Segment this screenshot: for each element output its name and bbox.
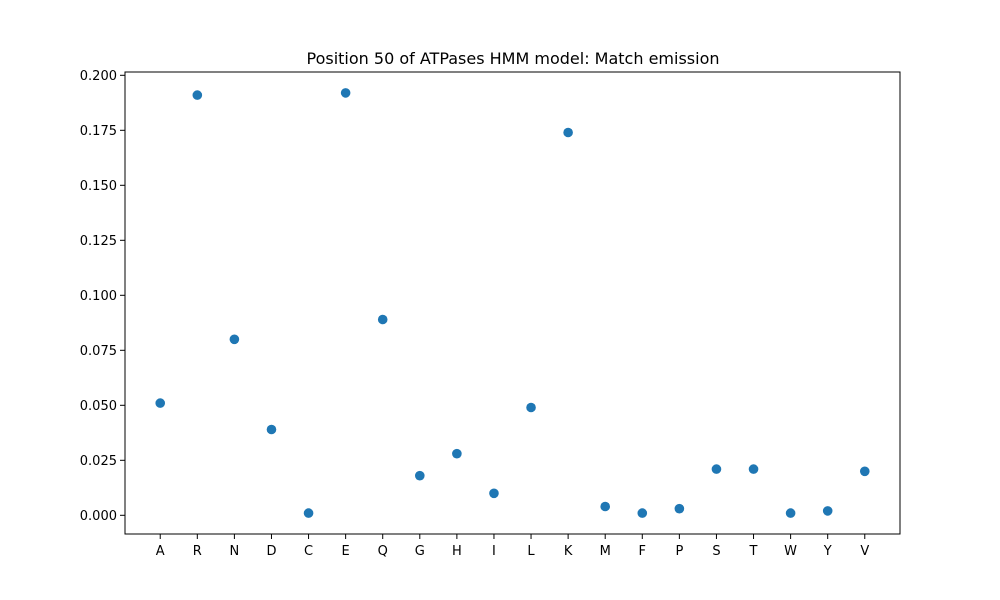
data-point-E (341, 88, 351, 98)
x-tick-label: G (415, 544, 425, 559)
data-point-P (675, 504, 685, 514)
y-axis: 0.000 0.025 0.050 0.075 0.100 0.125 0.150 0.175… (80, 69, 125, 524)
y-tick-label: 0.075 (80, 344, 117, 359)
x-tick-label: K (564, 544, 573, 559)
y-tick-label: 0.200 (80, 69, 117, 84)
data-point-A (155, 398, 165, 408)
data-point-W (786, 508, 796, 518)
x-tick-label: E (342, 544, 350, 559)
data-points (155, 88, 869, 518)
y-tick-label: 0.150 (80, 179, 117, 194)
x-tick-label: N (230, 544, 240, 559)
x-tick-label: M (600, 544, 611, 559)
x-tick-label: F (639, 544, 646, 559)
data-point-T (749, 464, 759, 474)
x-tick-label: W (784, 544, 797, 559)
data-point-M (600, 502, 610, 512)
chart-title: Position 50 of ATPases HMM model: Match … (307, 49, 720, 68)
data-point-V (860, 467, 870, 477)
x-tick-label: I (492, 544, 496, 559)
x-tick-label: R (193, 544, 202, 559)
y-tick-label: 0.125 (80, 234, 117, 249)
data-point-Q (378, 315, 388, 325)
plot-area (125, 72, 900, 534)
y-tick-label: 0.025 (80, 454, 117, 469)
x-tick-label: Q (378, 544, 388, 559)
x-tick-label: S (712, 544, 720, 559)
data-point-S (712, 464, 722, 474)
data-point-N (230, 335, 240, 345)
data-point-L (526, 403, 536, 413)
x-tick-label: T (749, 544, 758, 559)
y-tick-label: 0.100 (80, 289, 117, 304)
data-point-D (267, 425, 277, 435)
x-tick-label: Y (823, 544, 832, 559)
x-tick-label: P (675, 544, 683, 559)
data-point-I (489, 489, 499, 499)
x-tick-label: C (304, 544, 313, 559)
y-tick-label: 0.175 (80, 124, 117, 139)
data-point-R (193, 90, 203, 100)
x-tick-label: V (860, 544, 869, 559)
data-point-Y (823, 506, 833, 516)
x-tick-label: L (527, 544, 535, 559)
data-point-F (637, 508, 647, 518)
data-point-H (452, 449, 462, 459)
x-tick-label: H (452, 544, 462, 559)
x-tick-label: A (156, 544, 165, 559)
data-point-C (304, 508, 314, 518)
y-tick-label: 0.050 (80, 399, 117, 414)
data-point-G (415, 471, 425, 481)
x-tick-label: D (266, 544, 276, 559)
y-tick-label: 0.000 (80, 509, 117, 524)
data-point-K (563, 128, 573, 138)
